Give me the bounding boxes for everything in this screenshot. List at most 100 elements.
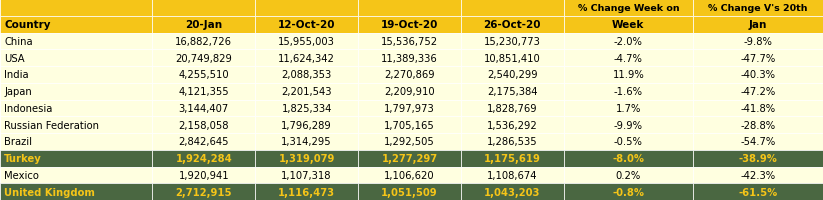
Bar [564, 33, 693, 50]
Text: -41.8%: -41.8% [741, 103, 775, 113]
Bar [152, 100, 255, 117]
Bar [152, 117, 255, 133]
Bar [564, 50, 693, 67]
Bar [358, 150, 461, 167]
Text: 1,108,674: 1,108,674 [487, 170, 537, 180]
Text: 1,277,297: 1,277,297 [381, 153, 438, 163]
Text: -38.9%: -38.9% [738, 153, 778, 163]
Text: -47.7%: -47.7% [741, 53, 775, 63]
Text: -42.3%: -42.3% [741, 170, 775, 180]
Text: 15,230,773: 15,230,773 [484, 37, 541, 47]
Text: Mexico: Mexico [4, 170, 39, 180]
Text: -1.6%: -1.6% [614, 87, 643, 97]
Bar [461, 117, 564, 133]
Text: 20-Jan: 20-Jan [185, 20, 222, 30]
Text: 1,319,079: 1,319,079 [278, 153, 335, 163]
Bar [152, 133, 255, 150]
Bar [152, 83, 255, 100]
Bar [693, 117, 823, 133]
Bar [358, 117, 461, 133]
Bar [461, 83, 564, 100]
Bar [255, 67, 358, 83]
Bar [152, 17, 255, 33]
Text: United Kingdom: United Kingdom [4, 187, 95, 197]
Text: 2,201,543: 2,201,543 [281, 87, 332, 97]
Text: 11,389,336: 11,389,336 [381, 53, 438, 63]
Bar [461, 133, 564, 150]
Bar [358, 50, 461, 67]
Text: India: India [4, 70, 29, 80]
Bar [152, 50, 255, 67]
Text: 1,286,535: 1,286,535 [487, 137, 537, 147]
Text: 11,624,342: 11,624,342 [278, 53, 335, 63]
Text: Brazil: Brazil [4, 137, 32, 147]
Text: % Change Week on: % Change Week on [578, 4, 679, 13]
Text: 1,797,973: 1,797,973 [384, 103, 435, 113]
Bar [358, 100, 461, 117]
Bar [152, 33, 255, 50]
Bar [461, 167, 564, 183]
Bar [0, 67, 152, 83]
Bar [255, 150, 358, 167]
Text: -9.8%: -9.8% [743, 37, 773, 47]
Bar [358, 33, 461, 50]
Bar [693, 33, 823, 50]
Text: -54.7%: -54.7% [741, 137, 775, 147]
Text: 12-Oct-20: 12-Oct-20 [278, 20, 335, 30]
Text: 1.7%: 1.7% [616, 103, 641, 113]
Bar [0, 183, 152, 200]
Text: 1,924,284: 1,924,284 [175, 153, 232, 163]
Text: 1,051,509: 1,051,509 [381, 187, 438, 197]
Bar [693, 50, 823, 67]
Text: Jan: Jan [749, 20, 767, 30]
Text: 2,540,299: 2,540,299 [487, 70, 537, 80]
Text: 20,749,829: 20,749,829 [175, 53, 232, 63]
Text: 15,536,752: 15,536,752 [381, 37, 438, 47]
Text: 1,106,620: 1,106,620 [384, 170, 435, 180]
Text: 1,825,334: 1,825,334 [281, 103, 332, 113]
Bar [0, 83, 152, 100]
Text: % Change V's 20th: % Change V's 20th [709, 4, 807, 13]
Text: 0.2%: 0.2% [616, 170, 641, 180]
Bar [461, 67, 564, 83]
Text: 2,712,915: 2,712,915 [175, 187, 232, 197]
Bar [255, 50, 358, 67]
Bar [564, 117, 693, 133]
Bar [461, 17, 564, 33]
Bar [564, 183, 693, 200]
Bar [358, 0, 461, 17]
Text: China: China [4, 37, 33, 47]
Bar [564, 17, 693, 33]
Text: 2,088,353: 2,088,353 [281, 70, 332, 80]
Bar [693, 67, 823, 83]
Text: 2,175,384: 2,175,384 [487, 87, 537, 97]
Bar [693, 183, 823, 200]
Bar [255, 167, 358, 183]
Text: 2,270,869: 2,270,869 [384, 70, 435, 80]
Bar [255, 83, 358, 100]
Text: 4,255,510: 4,255,510 [179, 70, 229, 80]
Text: Russian Federation: Russian Federation [4, 120, 99, 130]
Text: 2,209,910: 2,209,910 [384, 87, 435, 97]
Bar [0, 133, 152, 150]
Text: 10,851,410: 10,851,410 [484, 53, 541, 63]
Bar [255, 17, 358, 33]
Text: -0.5%: -0.5% [614, 137, 643, 147]
Bar [693, 167, 823, 183]
Text: 1,314,295: 1,314,295 [281, 137, 332, 147]
Bar [693, 17, 823, 33]
Bar [0, 33, 152, 50]
Bar [0, 50, 152, 67]
Text: -61.5%: -61.5% [738, 187, 778, 197]
Text: -40.3%: -40.3% [741, 70, 775, 80]
Text: 2,158,058: 2,158,058 [179, 120, 229, 130]
Bar [0, 100, 152, 117]
Bar [0, 150, 152, 167]
Text: 19-Oct-20: 19-Oct-20 [381, 20, 438, 30]
Bar [255, 33, 358, 50]
Bar [358, 183, 461, 200]
Bar [255, 0, 358, 17]
Text: Week: Week [612, 20, 644, 30]
Text: -0.8%: -0.8% [612, 187, 644, 197]
Bar [461, 100, 564, 117]
